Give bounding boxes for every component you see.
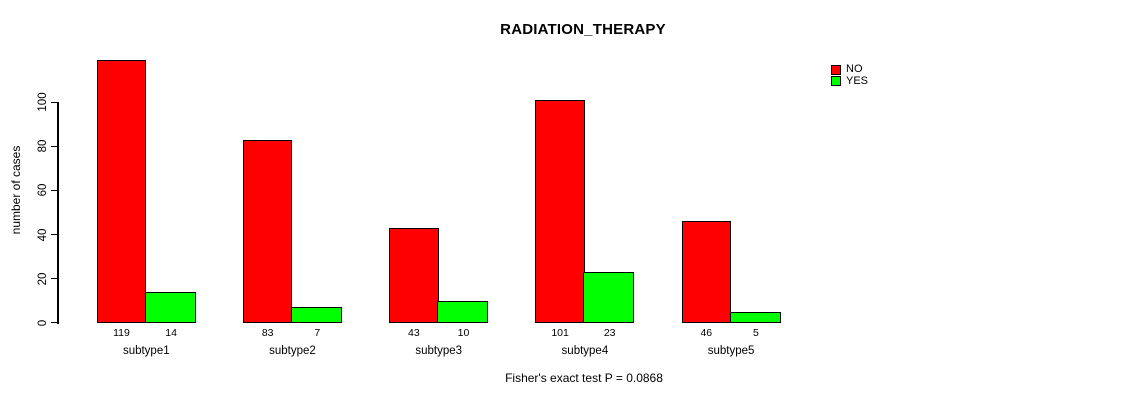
y-axis-label: number of cases: [9, 145, 23, 235]
bar-no-subtype5: [681, 221, 732, 323]
bar-value-label: 7: [314, 327, 321, 339]
y-tick-mark: [51, 277, 58, 280]
y-tick-mark: [51, 189, 58, 192]
y-tick-label: 60: [37, 184, 49, 197]
legend-label-yes: YES: [846, 74, 869, 87]
bar-value-label: 101: [551, 327, 569, 339]
bar-no-subtype2: [242, 139, 293, 323]
bar-no-subtype1: [96, 60, 147, 323]
bar-value-label: 23: [603, 327, 616, 339]
bar-value-label: 10: [457, 327, 470, 339]
category-label-subtype2: subtype2: [269, 345, 316, 357]
legend-row-no: NO: [831, 64, 868, 76]
fisher-test-note: Fisher's exact test P = 0.0868: [505, 371, 663, 385]
y-axis: [57, 101, 59, 324]
category-label-subtype4: subtype4: [561, 345, 609, 357]
y-tick-label: 0: [37, 319, 49, 326]
y-tick-mark: [51, 101, 58, 104]
category-label-subtype1: subtype1: [122, 345, 170, 357]
bar-value-label: 14: [165, 327, 177, 339]
bar-value-label: 119: [113, 327, 130, 339]
bar-yes-subtype3: [437, 300, 489, 323]
legend-row-yes: YES: [831, 74, 869, 88]
legend: NO YES: [831, 64, 868, 87]
bar-no-subtype4: [535, 100, 585, 323]
y-tick-mark: [51, 233, 58, 236]
legend-swatch-no-icon: [831, 64, 841, 75]
legend-label-no: NO: [846, 63, 863, 76]
category-label-subtype3: subtype3: [415, 345, 463, 357]
bar-value-label: 46: [700, 327, 713, 339]
y-tick-label: 100: [37, 92, 49, 112]
bar-yes-subtype2: [291, 307, 343, 323]
chart-title: RADIATION_THERAPY: [500, 21, 666, 38]
bar-yes-subtype5: [729, 311, 781, 323]
bar-no-subtype3: [389, 227, 439, 323]
bar-yes-subtype1: [144, 291, 196, 323]
y-tick-mark: [51, 145, 58, 148]
y-tick-label: 20: [37, 272, 49, 286]
y-tick-label: 40: [37, 228, 49, 241]
bar-yes-subtype4: [583, 272, 635, 323]
category-label-subtype5: subtype5: [707, 345, 755, 357]
y-tick-mark: [51, 321, 58, 324]
bar-value-label: 83: [261, 327, 274, 339]
y-tick-label: 80: [37, 139, 49, 153]
bar-value-label: 43: [408, 327, 420, 339]
bar-value-label: 5: [752, 327, 759, 339]
legend-swatch-yes-icon: [831, 76, 841, 87]
